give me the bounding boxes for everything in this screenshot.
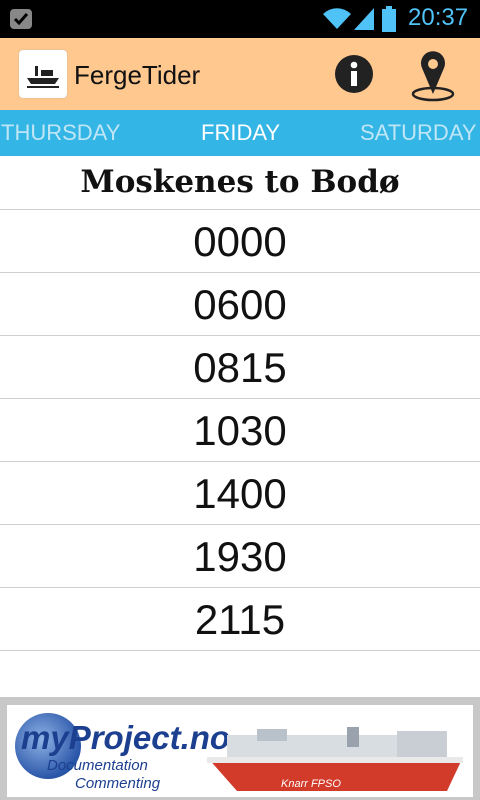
list-item[interactable]: 0600 <box>0 273 480 336</box>
list-item[interactable]: 1930 <box>0 525 480 588</box>
tab-friday[interactable]: FRIDAY <box>201 120 281 145</box>
clock: 20:37 <box>408 4 469 31</box>
route-title: Moskenes to Bodø <box>80 164 400 200</box>
wifi-icon <box>323 8 351 30</box>
departure-time: 0600 <box>193 281 287 328</box>
departure-time: 1930 <box>193 533 287 580</box>
app-logo[interactable] <box>19 50 67 98</box>
app-title: FergeTider <box>74 60 201 90</box>
tab-thursday[interactable]: THURSDAY <box>1 120 121 145</box>
ad-tagline-2: Commenting <box>75 775 161 792</box>
signal-icon <box>354 8 374 30</box>
list-item[interactable]: 1400 <box>0 462 480 525</box>
list-item[interactable]: 1030 <box>0 399 480 462</box>
departure-time: 1030 <box>193 407 287 454</box>
list-item[interactable]: 2115 <box>0 588 480 651</box>
route-header: Moskenes to Bodø <box>0 156 480 210</box>
ad-tagline-1: Documentation <box>47 757 148 774</box>
ad-banner[interactable]: myProject.no Documentation Commenting Kn… <box>0 697 480 800</box>
location-pin-icon[interactable] <box>410 48 456 102</box>
ad-content[interactable]: myProject.no Documentation Commenting Kn… <box>7 705 473 797</box>
notification-check-icon <box>10 9 32 29</box>
globe-icon <box>15 713 81 779</box>
ship-image: Knarr FPSO <box>207 727 463 791</box>
list-item[interactable]: 0815 <box>0 336 480 399</box>
departure-list: 0000 0600 0815 1030 1400 1930 2115 <box>0 210 480 651</box>
departure-time: 0815 <box>193 344 287 391</box>
departure-time: 1400 <box>193 470 287 517</box>
list-item[interactable]: 0000 <box>0 210 480 273</box>
departure-time: 2115 <box>194 596 286 643</box>
ship-label: Knarr FPSO <box>281 778 341 790</box>
ad-brand: myProject.no <box>21 719 231 756</box>
tab-saturday[interactable]: SATURDAY <box>360 120 477 145</box>
departure-time: 0000 <box>193 218 287 265</box>
day-tabs: THURSDAY FRIDAY SATURDAY <box>0 110 480 156</box>
battery-icon <box>382 6 396 32</box>
info-icon[interactable] <box>334 54 374 94</box>
status-bar: 20:37 <box>0 0 480 38</box>
ferry-icon <box>27 66 59 88</box>
action-bar: FergeTider <box>0 38 480 110</box>
